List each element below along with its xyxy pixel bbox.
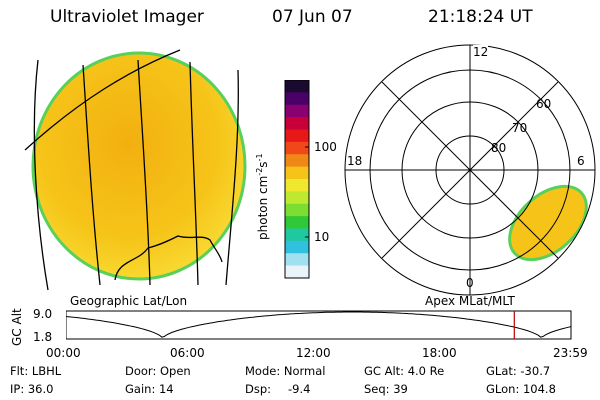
colorbar-band bbox=[285, 129, 309, 143]
glat-info: GLat: -30.7 bbox=[486, 364, 551, 378]
altitude-curve bbox=[66, 311, 572, 338]
mlt-label-12: 12 bbox=[473, 45, 489, 59]
polar-panel-label: Apex MLat/MLT bbox=[425, 294, 515, 308]
altitude-xtick-1: 06:00 bbox=[170, 346, 205, 360]
dsp-label: Dsp: bbox=[245, 382, 272, 396]
colorbar-band bbox=[285, 179, 309, 192]
colorbar-band bbox=[285, 240, 309, 254]
door-info: Door: Open bbox=[125, 364, 191, 378]
colorbar-band bbox=[285, 92, 309, 106]
colorbar-band bbox=[285, 191, 309, 205]
colorbar-band bbox=[285, 253, 309, 267]
polar-uv-region bbox=[508, 184, 588, 262]
colorbar-band bbox=[285, 154, 309, 168]
filter-info: Flt: LBHL bbox=[10, 364, 62, 378]
colorbar-band bbox=[285, 104, 309, 118]
date-label: 07 Jun 07 bbox=[272, 7, 353, 27]
time-label: 21:18:24 UT bbox=[428, 7, 533, 27]
colorbar-unit-label: photon cm-2s-1 bbox=[255, 153, 270, 240]
colorbar-band bbox=[285, 203, 309, 217]
mlat-label-60: 60 bbox=[536, 97, 552, 111]
ip-info: IP: 36.0 bbox=[10, 382, 54, 396]
mlat-label-80: 80 bbox=[491, 141, 507, 155]
colorbar-band bbox=[285, 265, 309, 279]
mlt-label-6: 6 bbox=[577, 154, 585, 168]
altitude-plot bbox=[66, 310, 572, 340]
instrument-title: Ultraviolet Imager bbox=[50, 7, 204, 27]
colorbar-band bbox=[285, 166, 309, 180]
geographic-panel-label: Geographic Lat/Lon bbox=[70, 294, 188, 308]
mlt-label-18: 18 bbox=[347, 154, 363, 168]
colorbar-band bbox=[285, 216, 309, 230]
gc-alt-info: GC Alt: 4.0 Re bbox=[364, 364, 445, 378]
colorbar-band bbox=[285, 80, 309, 93]
polar-mlat-mlt-plot bbox=[344, 44, 596, 296]
altitude-ylabel: GC Alt bbox=[10, 308, 24, 346]
colorbar-band bbox=[285, 141, 309, 155]
mlat-label-70: 70 bbox=[512, 121, 528, 135]
altitude-xtick-0: 00:00 bbox=[46, 346, 81, 360]
seq-info: Seq: 39 bbox=[364, 382, 408, 396]
mlt-label-0: 0 bbox=[466, 276, 474, 290]
glon-info: GLon: 104.8 bbox=[486, 382, 556, 396]
altitude-xtick-3: 18:00 bbox=[422, 346, 457, 360]
mode-info: Mode: Normal bbox=[245, 364, 326, 378]
geographic-image-panel bbox=[24, 49, 247, 291]
altitude-ytick-9: 9.0 bbox=[33, 307, 53, 321]
altitude-xtick-2: 12:00 bbox=[296, 346, 331, 360]
geographic-grid bbox=[24, 49, 239, 291]
colorbar-band bbox=[285, 117, 309, 131]
gain-info: Gain: 14 bbox=[125, 382, 174, 396]
altitude-ytick-1.8: 1.8 bbox=[33, 330, 53, 344]
dsp-value: -9.4 bbox=[288, 382, 311, 396]
colorbar-tick-10: 10 bbox=[314, 230, 330, 244]
colorbar bbox=[284, 80, 310, 279]
altitude-xtick-4: 23:59 bbox=[553, 346, 588, 360]
colorbar-band bbox=[285, 228, 309, 242]
colorbar-tick-100: 100 bbox=[314, 140, 337, 154]
